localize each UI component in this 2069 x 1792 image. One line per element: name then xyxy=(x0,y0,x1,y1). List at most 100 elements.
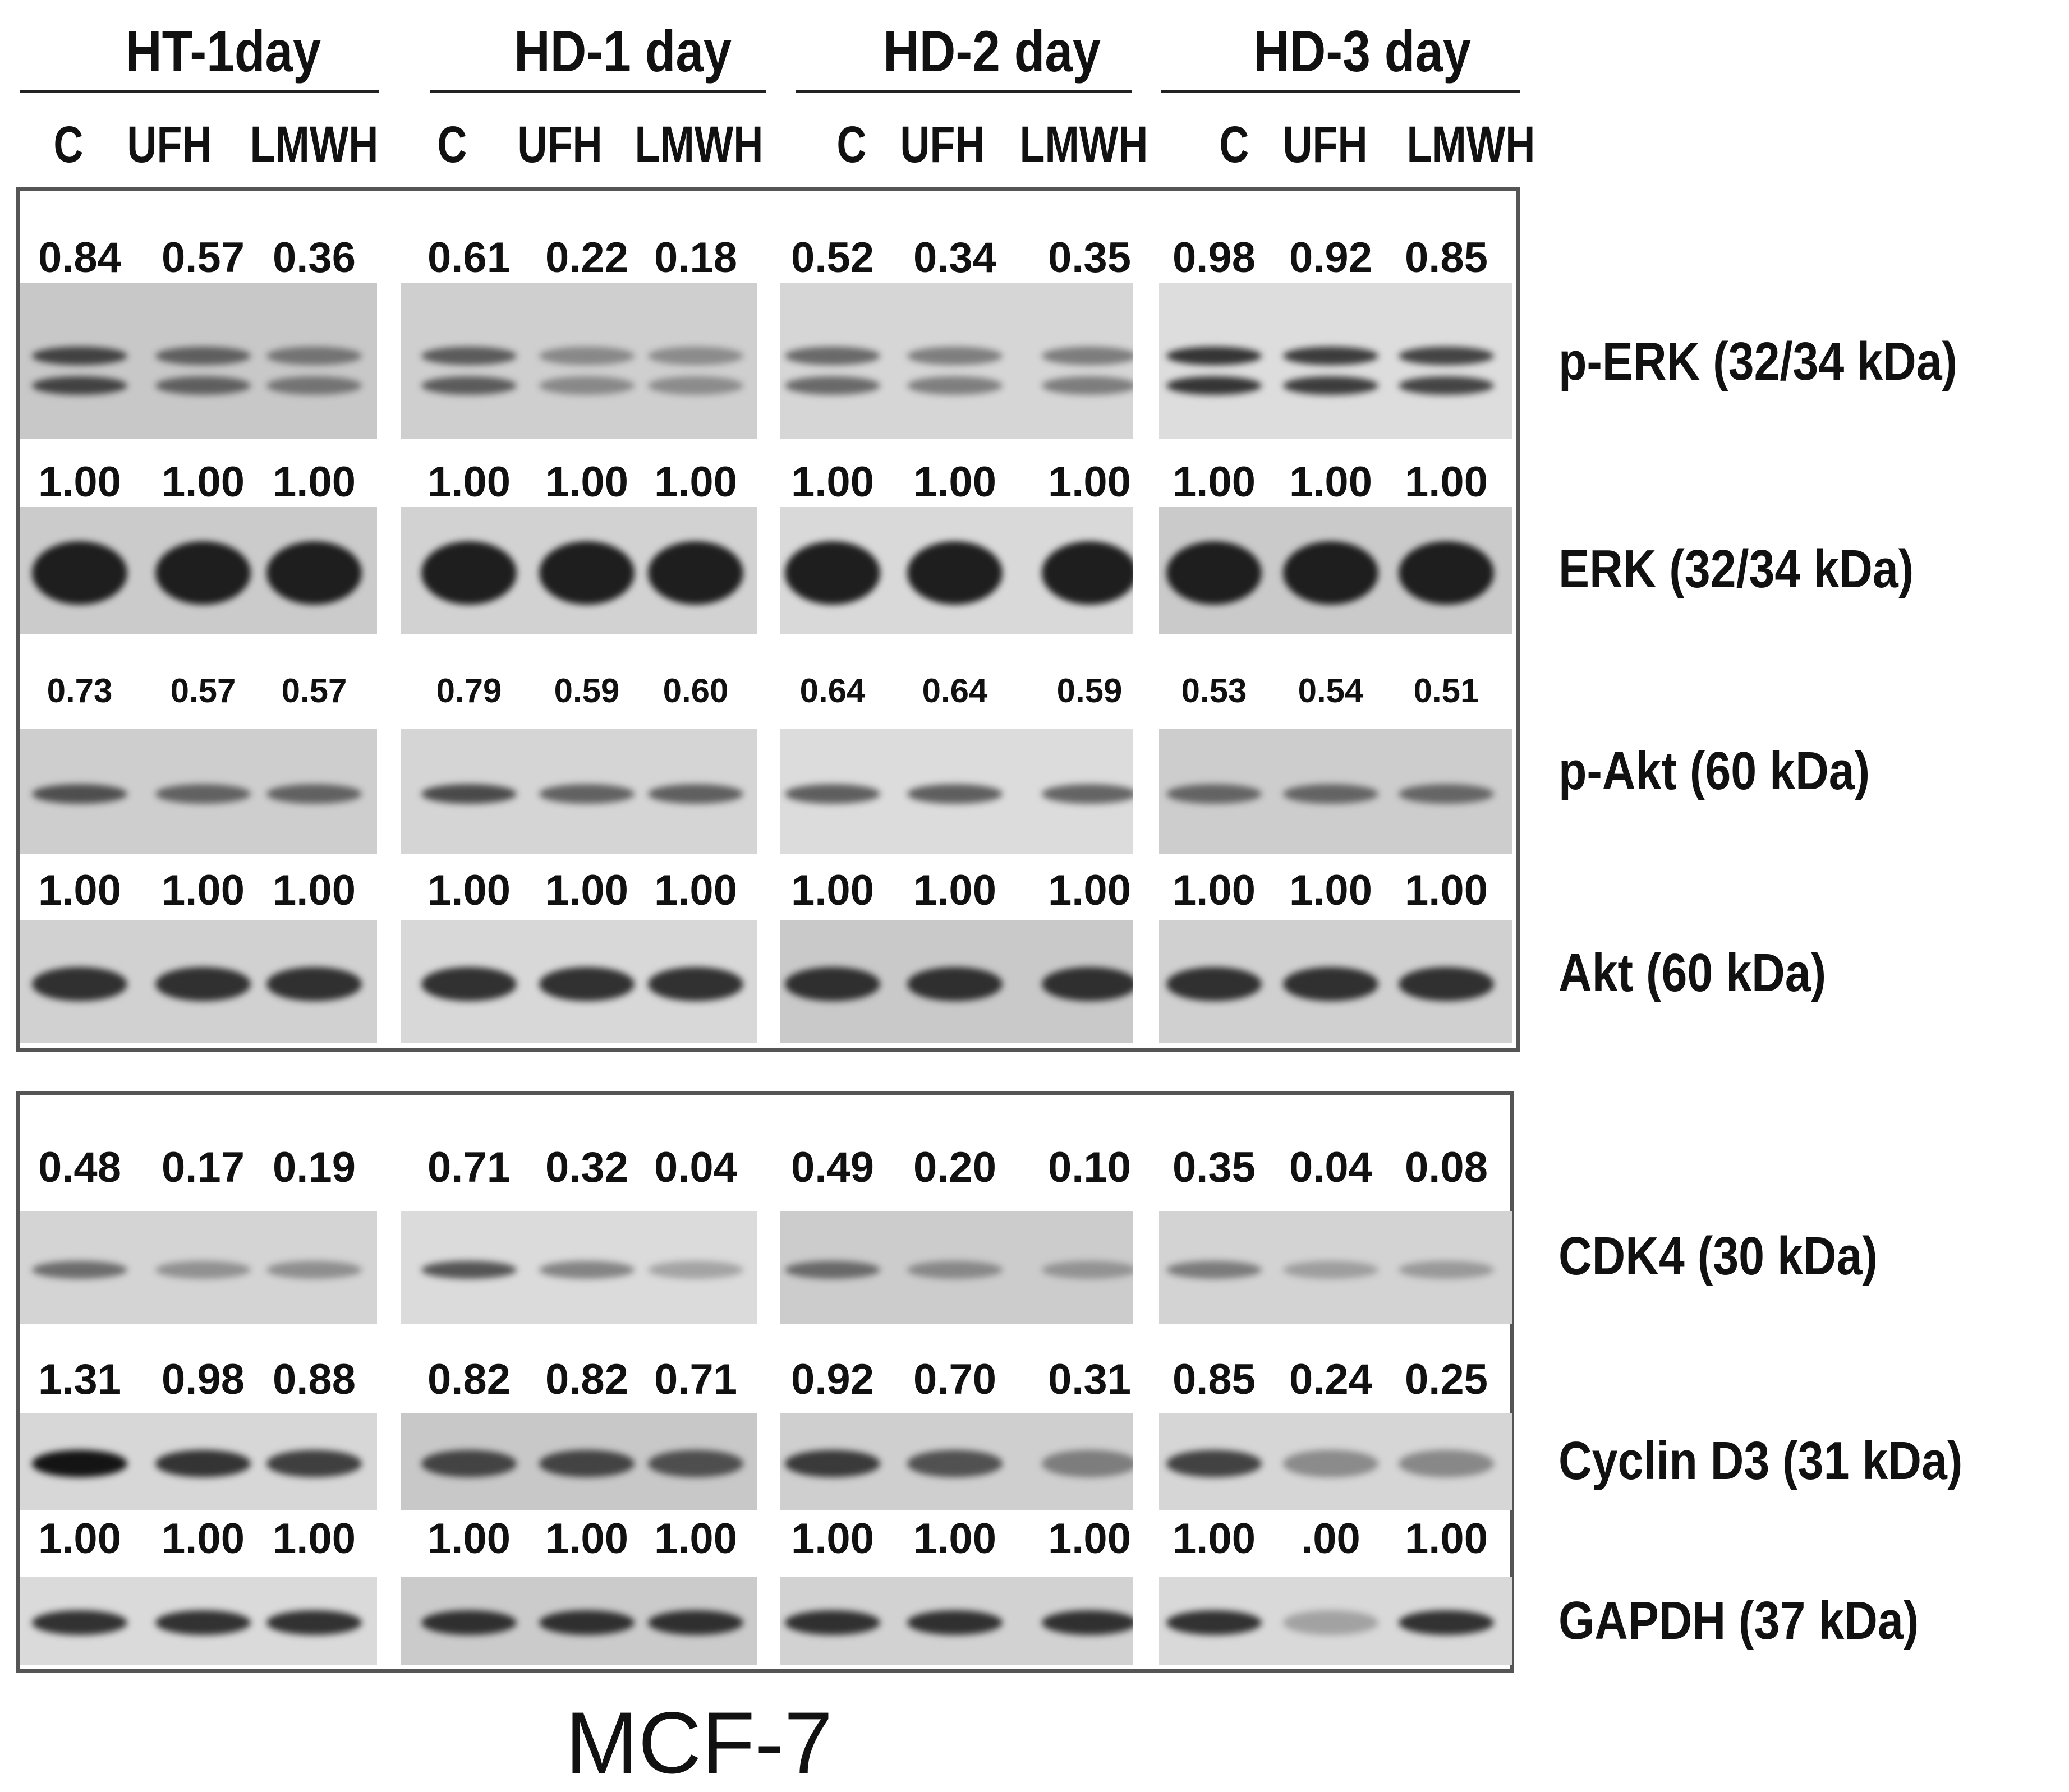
quantification-value: 1.00 xyxy=(791,458,874,506)
protein-band xyxy=(32,346,127,366)
protein-band xyxy=(1283,346,1378,366)
quantification-value: 1.00 xyxy=(427,458,511,506)
quantification-value: 0.98 xyxy=(1173,234,1256,282)
blot-strip xyxy=(780,1577,1133,1665)
protein-band xyxy=(1166,376,1262,395)
protein-band xyxy=(1042,346,1133,366)
protein-band xyxy=(907,376,1003,395)
target-label: ERK (32/34 kDa) xyxy=(1558,539,1914,599)
quantification-value: 1.00 xyxy=(38,458,121,506)
blot-strip xyxy=(1159,283,1512,439)
quantification-value: 0.60 xyxy=(663,672,729,710)
protein-band xyxy=(785,966,880,1002)
quantification-value: 0.73 xyxy=(47,672,113,710)
quantification-value: 0.20 xyxy=(913,1144,996,1191)
quantification-value: 0.35 xyxy=(1048,234,1131,282)
quantification-value: 1.00 xyxy=(545,867,628,914)
protein-band xyxy=(1042,376,1133,395)
protein-band xyxy=(907,1450,1003,1477)
protein-band xyxy=(907,541,1003,605)
protein-band xyxy=(1283,541,1378,605)
protein-band xyxy=(266,966,362,1002)
protein-band xyxy=(1399,1450,1494,1477)
protein-band xyxy=(1166,1610,1262,1635)
lane-label-c: C xyxy=(836,116,867,173)
protein-band xyxy=(155,966,251,1002)
target-label: Cyclin D3 (31 kDa) xyxy=(1558,1431,1963,1491)
quantification-value: 0.57 xyxy=(162,234,245,282)
blot-strip xyxy=(401,1211,757,1324)
blot-strip xyxy=(780,283,1133,439)
quantification-value: 0.18 xyxy=(654,234,737,282)
blot-strip xyxy=(20,920,377,1043)
protein-band xyxy=(785,1261,880,1279)
protein-band xyxy=(648,1610,743,1635)
protein-band xyxy=(1166,784,1262,804)
blot-strip xyxy=(20,283,377,439)
quantification-value: 0.32 xyxy=(545,1144,628,1191)
lane-label-ufh: UFH xyxy=(900,116,985,173)
quantification-value: 1.00 xyxy=(1173,867,1256,914)
blot-strip xyxy=(1159,920,1512,1043)
protein-band xyxy=(266,1610,362,1635)
protein-band xyxy=(1399,966,1494,1002)
blot-strip xyxy=(401,283,757,439)
quantification-value: 0.17 xyxy=(162,1144,245,1191)
target-label: p-ERK (32/34 kDa) xyxy=(1558,331,1958,391)
quantification-value: 0.36 xyxy=(273,234,356,282)
protein-band xyxy=(539,1610,635,1635)
protein-band xyxy=(1399,376,1494,395)
protein-band xyxy=(266,346,362,366)
lane-label-lmwh: LMWH xyxy=(250,116,379,173)
protein-band xyxy=(32,1450,127,1477)
protein-band xyxy=(155,784,251,804)
protein-band xyxy=(421,966,517,1002)
protein-band xyxy=(907,1610,1003,1635)
blot-strip xyxy=(1159,1413,1512,1510)
quantification-value: 1.31 xyxy=(38,1356,121,1403)
quantification-value: 0.31 xyxy=(1048,1356,1131,1403)
quantification-value: 0.08 xyxy=(1405,1144,1488,1191)
quantification-value: 1.00 xyxy=(38,867,121,914)
lane-label-lmwh: LMWH xyxy=(635,116,764,173)
protein-band xyxy=(539,784,635,804)
protein-band xyxy=(421,1610,517,1635)
quantification-value: 1.00 xyxy=(1048,867,1131,914)
protein-band xyxy=(907,346,1003,366)
quantification-value: 1.00 xyxy=(273,458,356,506)
blot-strip xyxy=(401,729,757,854)
protein-band xyxy=(266,784,362,804)
target-label: p-Akt (60 kDa) xyxy=(1558,741,1870,801)
protein-band xyxy=(421,1261,517,1279)
target-label: Akt (60 kDa) xyxy=(1558,943,1827,1003)
protein-band xyxy=(421,784,517,804)
protein-band xyxy=(1042,784,1133,804)
protein-band xyxy=(421,541,517,605)
protein-band xyxy=(1399,1261,1494,1279)
protein-band xyxy=(32,1610,127,1635)
protein-band xyxy=(539,1261,635,1279)
protein-band xyxy=(1283,966,1378,1002)
protein-band xyxy=(1166,966,1262,1002)
protein-band xyxy=(32,1261,127,1279)
blot-panel-cell-cycle xyxy=(16,1091,1514,1673)
lane-label-c: C xyxy=(1219,116,1249,173)
quantification-value: 1.00 xyxy=(1405,458,1488,506)
quantification-value: 0.82 xyxy=(545,1356,628,1403)
protein-band xyxy=(648,784,743,804)
quantification-value: 0.04 xyxy=(654,1144,737,1191)
quantification-value: 0.10 xyxy=(1048,1144,1131,1191)
protein-band xyxy=(421,1450,517,1477)
quantification-value: 0.24 xyxy=(1289,1356,1372,1403)
protein-band xyxy=(1042,1450,1133,1477)
quantification-value: 0.92 xyxy=(1289,234,1372,282)
quantification-value: 0.98 xyxy=(162,1356,245,1403)
protein-band xyxy=(266,376,362,395)
blot-strip xyxy=(780,1211,1133,1324)
protein-band xyxy=(1166,1261,1262,1279)
lane-label-lmwh: LMWH xyxy=(1406,116,1535,173)
group-title-hd-3day: HD-3 day xyxy=(1253,19,1471,84)
protein-band xyxy=(648,1450,743,1477)
quantification-value: 0.19 xyxy=(273,1144,356,1191)
target-label: CDK4 (30 kDa) xyxy=(1558,1226,1878,1286)
